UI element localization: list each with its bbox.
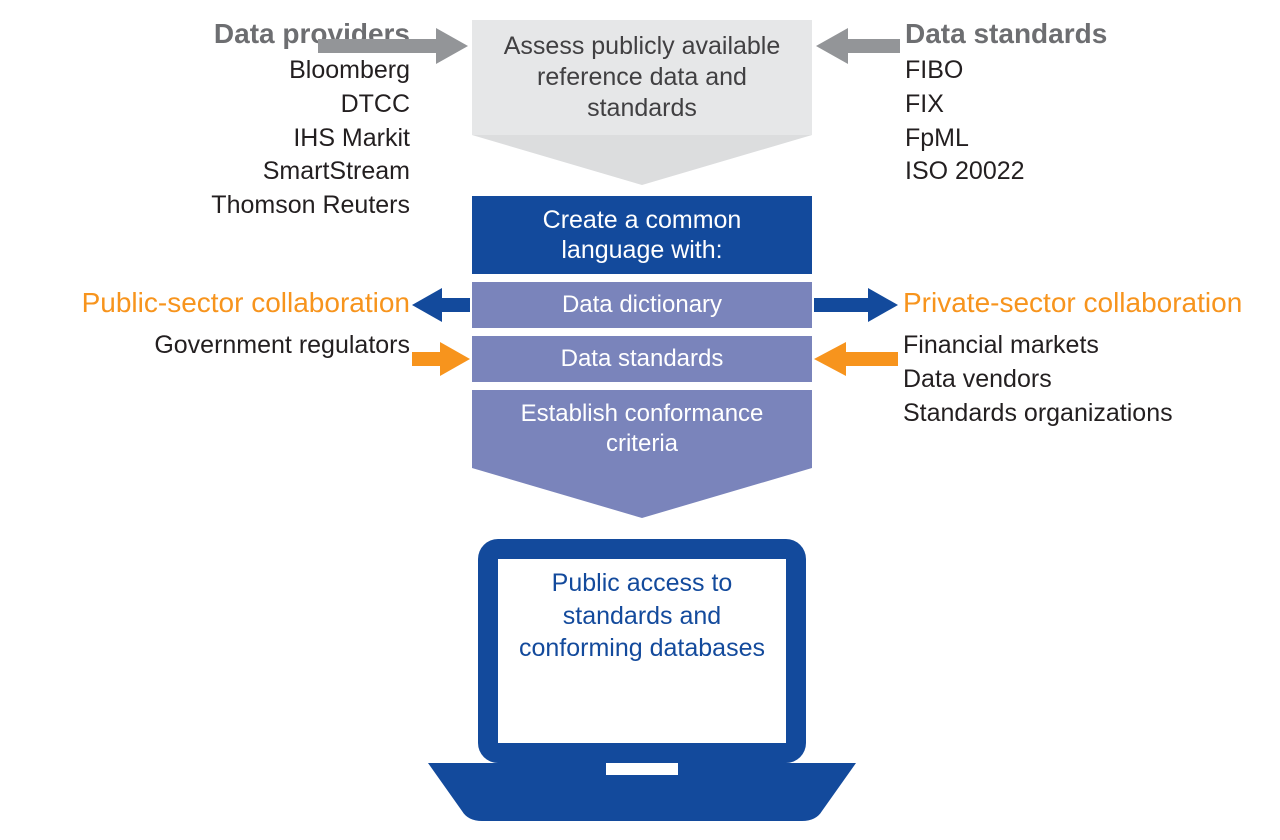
arrow-right-icon xyxy=(412,342,470,376)
data-standards-heading: Data standards xyxy=(905,18,1225,50)
chevron-down-icon xyxy=(472,135,812,190)
public-sector-item: Government regulators xyxy=(65,329,410,363)
data-providers-item: IHS Markit xyxy=(100,122,410,156)
data-standards-item: ISO 20022 xyxy=(905,155,1225,189)
create-box: Create a common language with: xyxy=(472,196,812,274)
data-standards-item: FIX xyxy=(905,88,1225,122)
arrow-left-icon xyxy=(816,28,900,64)
private-sector-heading: Private-sector collaboration xyxy=(903,287,1253,319)
arrow-left-icon xyxy=(412,288,470,322)
data-standards-item: FIBO xyxy=(905,54,1225,88)
data-providers-item: Thomson Reuters xyxy=(100,189,410,223)
data-standards-box: Data standards xyxy=(472,336,812,382)
private-sector-item: Standards organizations xyxy=(903,397,1253,431)
conformance-box: Establish conformance criteria xyxy=(472,390,812,468)
data-providers-item: DTCC xyxy=(100,88,410,122)
chevron-down-icon xyxy=(472,468,812,523)
assess-box: Assess publicly available reference data… xyxy=(472,20,812,135)
data-standards-item: FpML xyxy=(905,122,1225,156)
arrow-right-icon xyxy=(814,288,898,322)
private-sector-item: Financial markets xyxy=(903,329,1253,363)
arrow-left-icon xyxy=(814,342,898,376)
arrow-right-icon xyxy=(318,28,468,64)
public-sector-heading: Public-sector collaboration xyxy=(65,287,410,319)
data-dictionary-box: Data dictionary xyxy=(472,282,812,328)
laptop-text: Public access to standards and conformin… xyxy=(500,567,784,665)
private-sector-item: Data vendors xyxy=(903,363,1253,397)
data-providers-item: SmartStream xyxy=(100,155,410,189)
